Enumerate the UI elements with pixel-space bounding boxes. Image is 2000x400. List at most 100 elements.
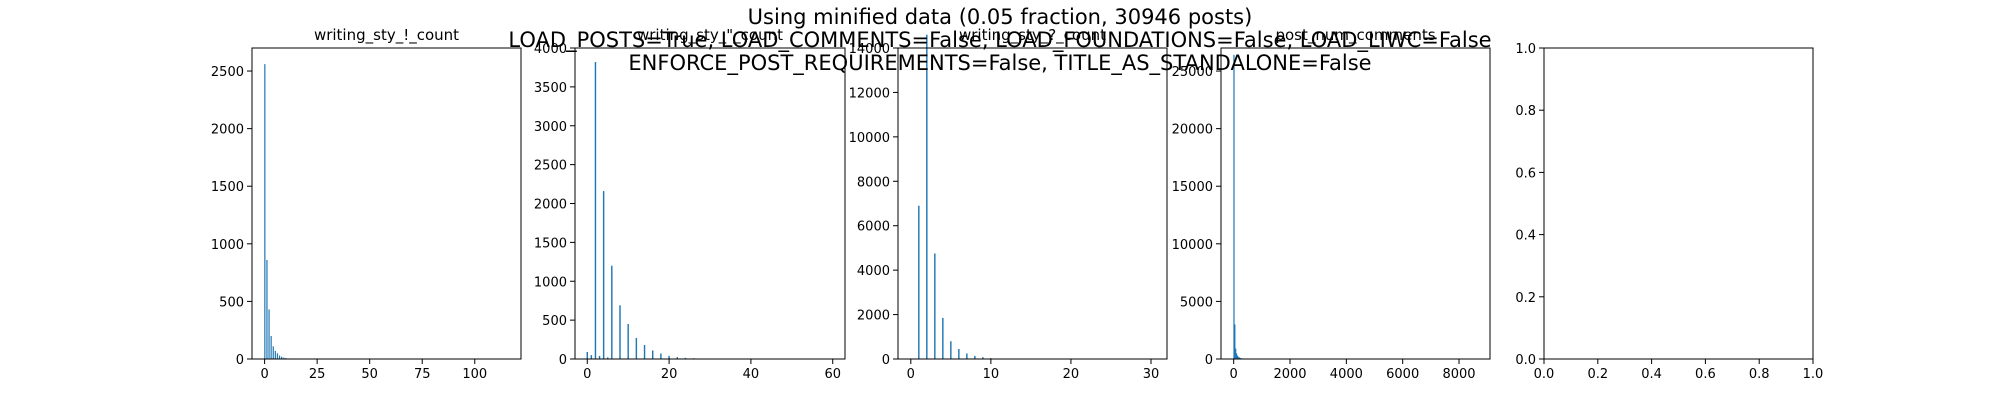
x-tick-label: 0.0 <box>1534 367 1555 382</box>
suptitle-line-3: ENFORCE_POST_REQUIREMENTS=False, TITLE_A… <box>628 51 1371 76</box>
histogram-bars <box>264 64 297 360</box>
x-tick-label: 0 <box>260 367 268 382</box>
axes-frame <box>251 47 522 360</box>
subplot-title: writing_sty_"_count <box>637 26 783 45</box>
y-tick-label: 1.0 <box>1515 42 1536 57</box>
subplot-3: 0 10 20 30 0 2000 4000 6000 8000 10000 12000 14000 w… <box>849 26 1168 382</box>
subplot-title: writing_sty_!_count <box>314 26 459 45</box>
histogram-bar <box>268 309 270 359</box>
subplot-4: 0 2000 4000 6000 8000 0 5000 10000 15000 20000 250… <box>1172 26 1491 382</box>
subplots: 0 25 50 75 10005001000150020002500writing_st… <box>211 26 1823 382</box>
y-tick-label: 2000 <box>534 198 567 213</box>
axes-frame <box>1543 47 1814 360</box>
histogram-bar <box>668 355 670 359</box>
subplot-2: 0 20 40 60 0 500 1000 1500 2000 2500 3000 3500 4000 w… <box>534 26 846 382</box>
histogram-bar <box>619 305 621 359</box>
y-tick-label: 0.0 <box>1515 353 1536 368</box>
y-tick-label: 20000 <box>1172 123 1213 138</box>
x-tick-label: 50 <box>361 367 378 382</box>
y-tick-label: 25000 <box>1172 65 1213 80</box>
histogram-bar <box>652 350 654 359</box>
y-tick-label: 1500 <box>534 236 567 251</box>
subplot-title: post_num_comments <box>1275 26 1435 45</box>
histogram-bars <box>586 61 703 360</box>
y-tick-label: 3000 <box>534 120 567 135</box>
axes-frame <box>897 47 1168 360</box>
y-tick-label: 0.2 <box>1515 291 1536 306</box>
x-tick-label: 1.0 <box>1803 367 1824 382</box>
y-tick-label: 0.8 <box>1515 104 1536 119</box>
histogram-bar <box>602 191 605 359</box>
y-tick-label: 0 <box>882 353 890 368</box>
histogram-bars <box>918 34 992 360</box>
histogram-bar <box>684 357 687 359</box>
x-tick-label: 4000 <box>1330 367 1363 382</box>
y-tick-label: 2500 <box>211 65 244 80</box>
histogram-bar <box>627 324 629 359</box>
x-tick-label: 10 <box>983 367 1000 382</box>
histogram-bar <box>594 61 597 360</box>
y-tick-label: 3500 <box>534 81 567 96</box>
suptitle: Using minified data (0.05 fraction, 3094… <box>508 5 1491 76</box>
y-tick-label: 1000 <box>534 275 567 290</box>
histogram-bar <box>660 353 662 359</box>
y-tick-label: 14000 <box>849 42 890 57</box>
x-tick-label: 6000 <box>1386 367 1419 382</box>
suptitle-line-1: Using minified data (0.05 fraction, 3094… <box>748 5 1253 29</box>
subplot-5: 0.0 0.2 0.4 0.6 0.8 1.0 0.0 0.2 0.4 0.6 0.8 1.0 <box>1515 42 1823 382</box>
histogram-bar <box>950 341 952 359</box>
y-tick-label: 0 <box>1205 353 1213 368</box>
x-tick-label: 8000 <box>1442 367 1475 382</box>
histogram-bar <box>283 357 285 359</box>
histogram-bar <box>272 346 274 359</box>
y-tick-label: 0 <box>236 353 244 368</box>
y-tick-label: 15000 <box>1172 180 1213 195</box>
histogram-bar <box>942 317 944 359</box>
x-tick-label: 25 <box>309 367 326 382</box>
histogram-bar <box>676 357 678 359</box>
histogram-bar <box>607 357 609 359</box>
histogram-bar <box>958 349 960 359</box>
histogram-bar <box>1233 54 1235 360</box>
x-tick-label: 2000 <box>1273 367 1306 382</box>
histogram-bar <box>1235 353 1238 359</box>
y-tick-label: 4000 <box>857 264 890 279</box>
x-tick-label: 20 <box>1063 367 1080 382</box>
y-tick-label: 6000 <box>857 220 890 235</box>
histogram-bar <box>1237 356 1239 359</box>
x-tick-label: 0.2 <box>1587 367 1608 382</box>
histogram-bar <box>590 355 593 359</box>
histogram-bar <box>270 335 272 359</box>
histogram-bar <box>1234 324 1236 359</box>
x-tick-label: 75 <box>414 367 431 382</box>
suptitle-line-2: LOAD_POSTS=True, LOAD_COMMENTS=False, LO… <box>508 28 1491 53</box>
x-tick-label: 100 <box>462 367 487 382</box>
histogram-bar <box>982 357 984 359</box>
histogram-bar <box>281 356 283 359</box>
x-tick-label: 0.6 <box>1695 367 1716 382</box>
axes-frame <box>1220 47 1491 360</box>
x-tick-label: 0.8 <box>1749 367 1770 382</box>
histogram-bar <box>918 205 920 359</box>
histogram-bar <box>264 64 266 360</box>
histogram-bar <box>278 355 281 359</box>
histogram-bar <box>926 34 928 360</box>
x-tick-label: 40 <box>743 367 760 382</box>
histogram-bar <box>1235 348 1237 359</box>
y-tick-label: 10000 <box>1172 238 1213 253</box>
histogram-bar <box>274 350 276 359</box>
y-tick-label: 1000 <box>211 238 244 253</box>
histogram-bar <box>966 353 968 359</box>
x-tick-label: 0 <box>907 367 915 382</box>
histogram-bar <box>611 265 613 359</box>
x-tick-label: 20 <box>661 367 678 382</box>
histogram-bar <box>266 259 268 359</box>
y-tick-label: 0.4 <box>1515 229 1536 244</box>
subplot-1: 0 25 50 75 10005001000150020002500writing_st… <box>211 26 522 382</box>
y-tick-label: 10000 <box>849 131 890 146</box>
y-tick-label: 0.6 <box>1515 166 1536 181</box>
y-tick-label: 12000 <box>849 86 890 101</box>
x-tick-label: 0.4 <box>1641 367 1662 382</box>
